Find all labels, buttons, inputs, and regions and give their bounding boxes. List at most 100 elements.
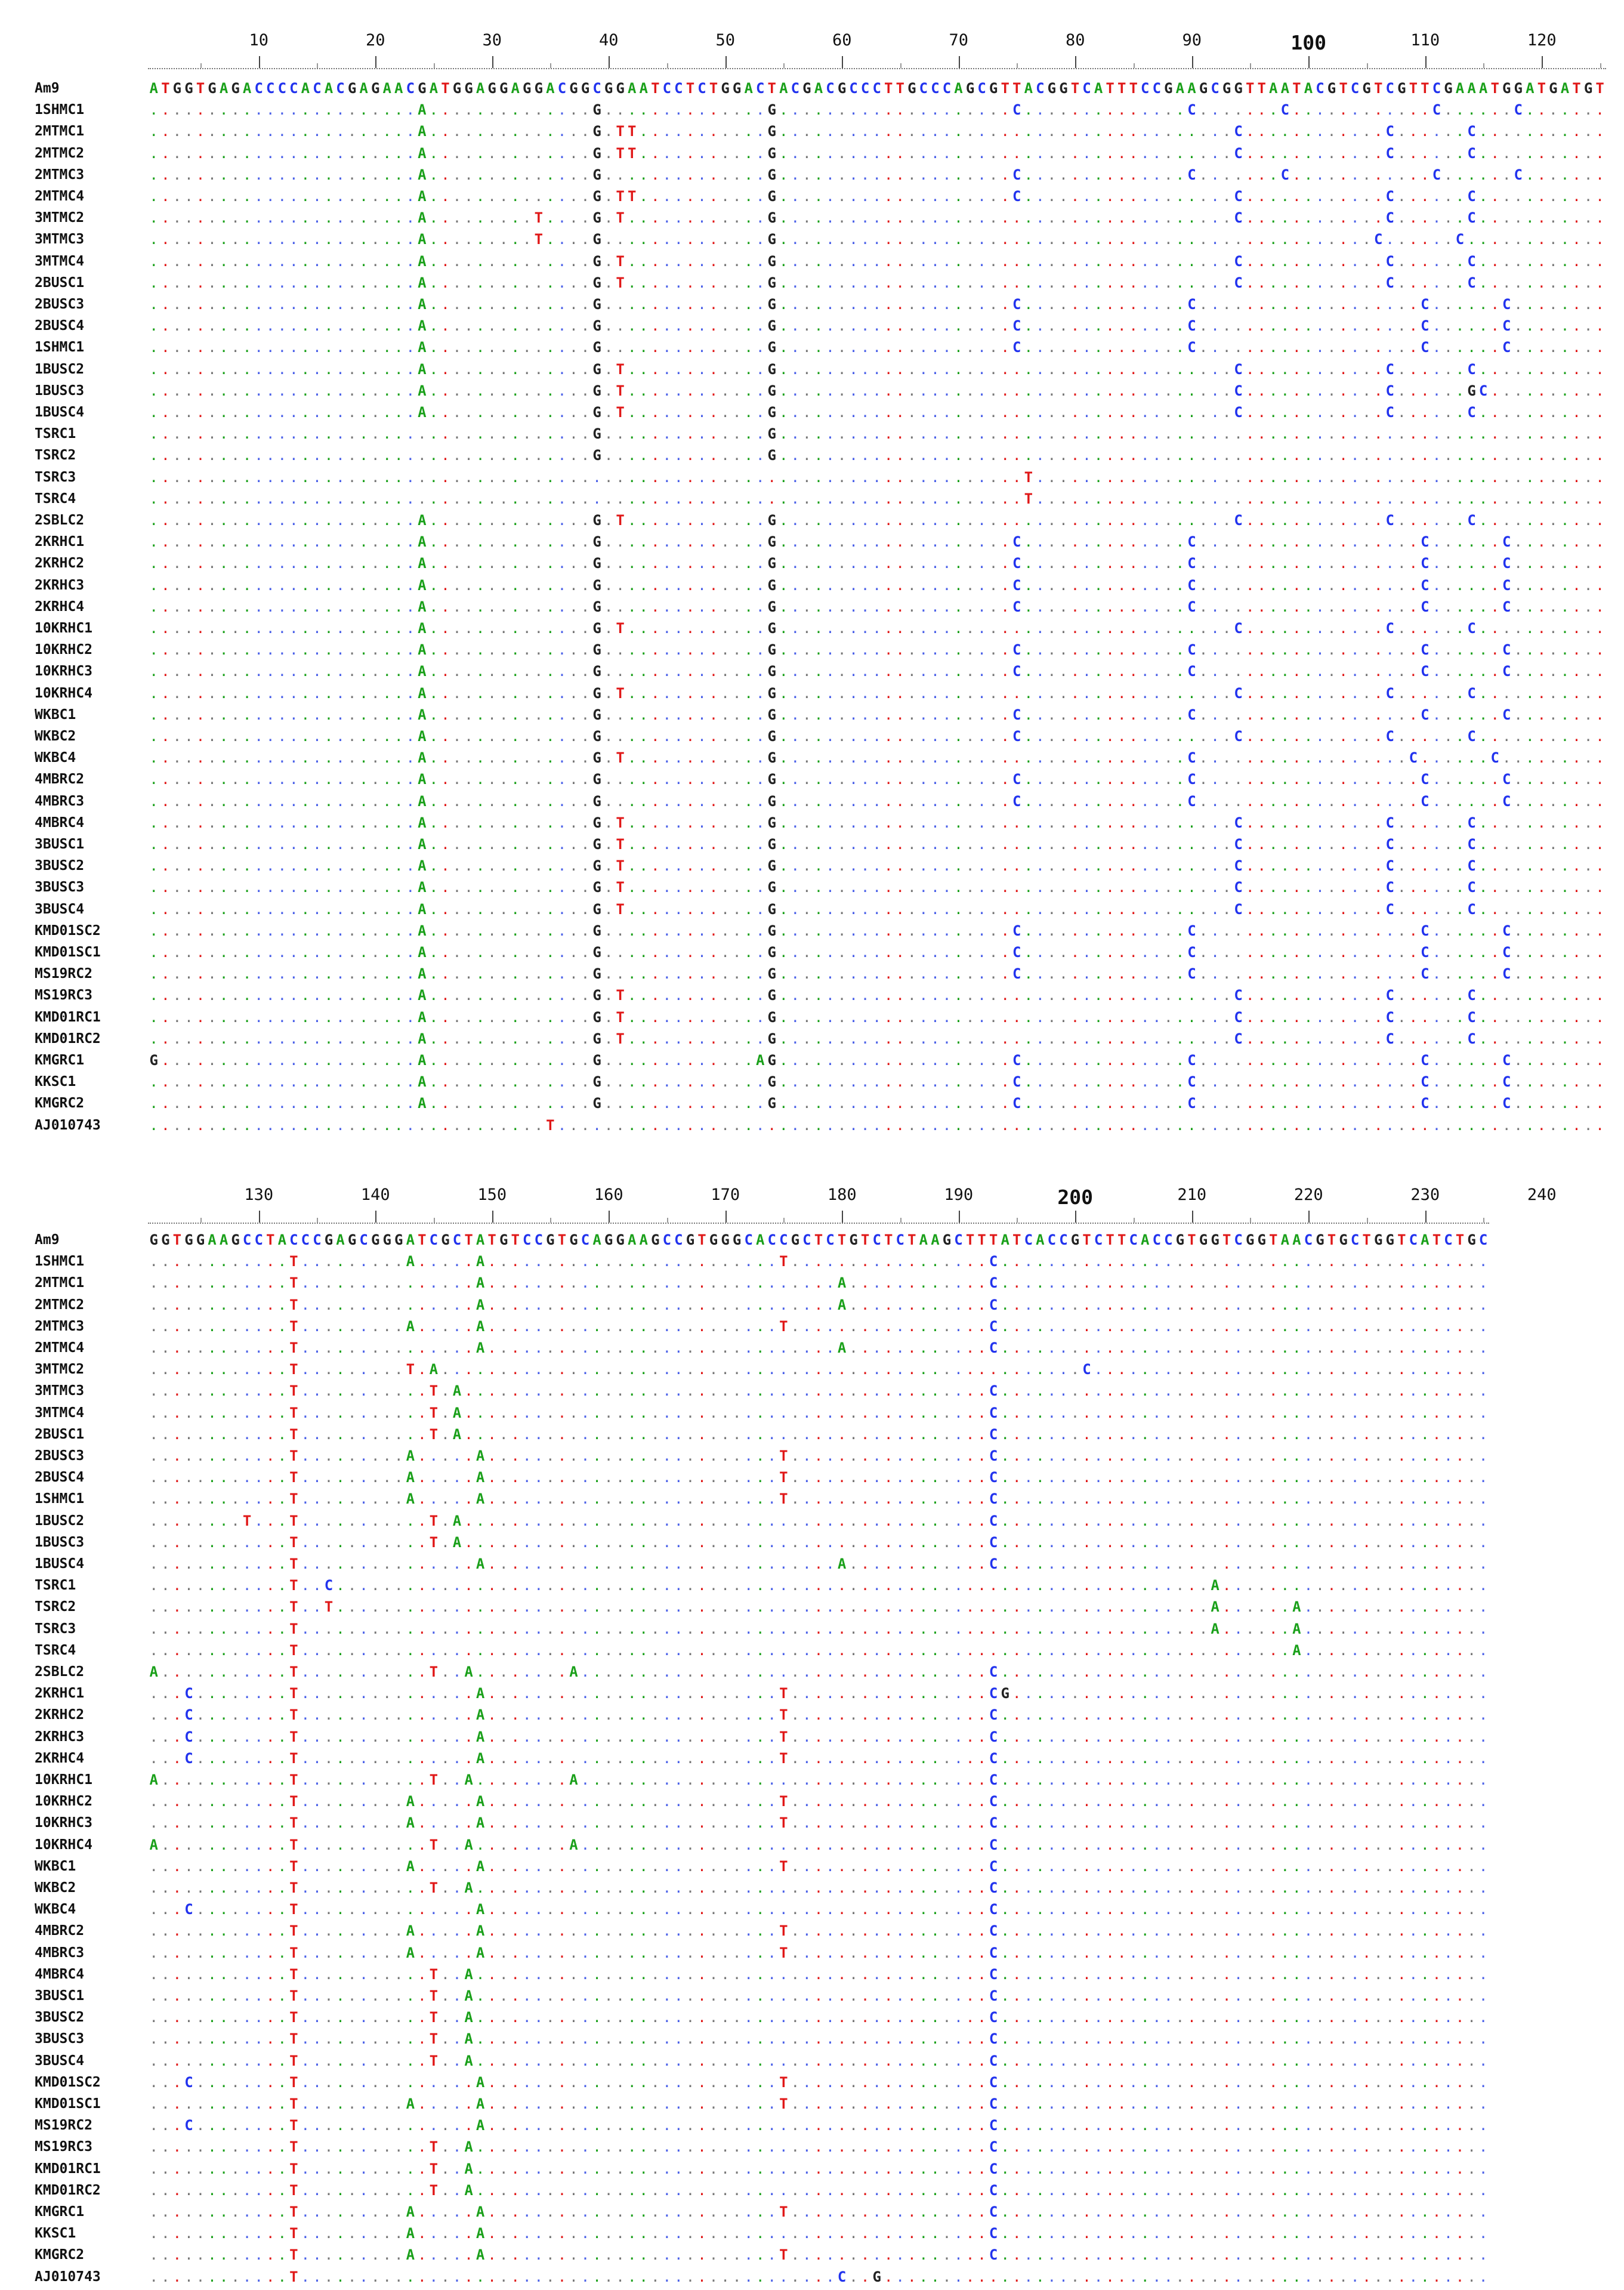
- aligned-sequence: .......................A..............G.…: [149, 987, 1604, 1004]
- ruler-label: 50: [715, 31, 735, 50]
- sequence-name: 3MTMC2: [35, 1362, 85, 1378]
- sequence-name: 3BUSC4: [35, 2053, 85, 2069]
- aligned-sequence: .......................A..............G.…: [149, 123, 1604, 140]
- aligned-sequence: ............T...........T..A............…: [149, 2052, 1488, 2069]
- ruler-tick: [1250, 1218, 1252, 1223]
- sequence-name: 1BUSC4: [35, 405, 85, 420]
- aligned-sequence: .......................A..............G.…: [149, 1008, 1604, 1026]
- sequence-name: 2BUSC1: [35, 274, 85, 291]
- aligned-sequence: ............T...........T..A............…: [149, 2030, 1488, 2048]
- ruler-label: 220: [1293, 1186, 1323, 1204]
- ruler-tick: [1542, 56, 1543, 68]
- ruler-label: 10: [249, 31, 268, 50]
- sequence-name: MS19RC3: [35, 987, 92, 1004]
- ruler-tick: [200, 1218, 202, 1223]
- ruler-tick: [1366, 1218, 1368, 1223]
- aligned-sequence: ............T...........T.A.............…: [149, 1425, 1488, 1443]
- ruler-tick: [609, 56, 610, 68]
- ruler-tick: [433, 1218, 435, 1223]
- sequence-name: 2BUSC4: [35, 318, 85, 334]
- aligned-sequence: .......................A..............G.…: [149, 641, 1604, 659]
- ruler-tick: [1483, 1218, 1485, 1223]
- sequence-name: 10KRHC3: [35, 1815, 92, 1831]
- aligned-sequence: .......................A..............G.…: [149, 900, 1604, 918]
- sequence-name: 4MBRC2: [35, 1923, 85, 1939]
- sequence-name: 3BUSC2: [35, 858, 85, 874]
- sequence-name: 2SBLC2: [35, 1664, 85, 1680]
- sequence-name: 4MBRC2: [35, 771, 85, 788]
- sequence-name: 10KRHC4: [35, 1837, 92, 1853]
- ruler-label: 110: [1410, 31, 1440, 50]
- sequence-name: 2KRHC1: [35, 1686, 85, 1702]
- ruler-label: 70: [949, 31, 968, 50]
- ruler-tick: [666, 1218, 668, 1223]
- sequence-name: WKBC1: [35, 1858, 76, 1874]
- aligned-sequence: ............T.........A.....A...........…: [149, 1490, 1488, 1508]
- aligned-sequence: .......................A..............G.…: [149, 749, 1604, 767]
- ruler-tick: [1075, 1211, 1077, 1223]
- ruler-label: 60: [832, 31, 852, 50]
- aligned-sequence: .......................A..............G.…: [149, 1030, 1604, 1047]
- aligned-sequence: .......................A..............G.…: [149, 792, 1604, 810]
- aligned-sequence: .......................A..............G.…: [149, 296, 1604, 313]
- sequence-name: 4MBRC3: [35, 793, 85, 809]
- ruler-tick: [1425, 1211, 1427, 1223]
- ruler-tick: [1483, 63, 1485, 68]
- sequence-name: KMGRC1: [35, 1053, 85, 1068]
- ruler-tick: [842, 1211, 844, 1223]
- aligned-sequence: ............T...........T..A............…: [149, 2160, 1488, 2177]
- aligned-sequence: .......................A..............G.…: [149, 598, 1604, 615]
- sequence-name: KMGRC2: [35, 1095, 85, 1112]
- sequence-name: 1BUSC4: [35, 1556, 85, 1572]
- aligned-sequence: .......................A..............G.…: [149, 922, 1604, 939]
- sequence-name: KMD01RC2: [35, 1030, 101, 1047]
- ruler-label: 210: [1177, 1186, 1207, 1204]
- sequence-name: 2KRHC2: [35, 555, 85, 572]
- sequence-name: TSRC4: [35, 490, 76, 507]
- sequence-name: 3MTMC3: [35, 232, 85, 248]
- aligned-sequence: ............T...........T..A............…: [149, 1987, 1488, 2004]
- aligned-sequence: ............T.........T.A...............…: [149, 1361, 1488, 1378]
- ruler-tick: [317, 1218, 319, 1223]
- aligned-sequence: .......................A..............G.…: [149, 166, 1604, 183]
- sequence-name: 2MTMC1: [35, 124, 85, 140]
- sequence-name: 10KRHC3: [35, 663, 92, 680]
- ruler-label: 40: [598, 31, 619, 50]
- sequence-name: 2BUSC1: [35, 1426, 85, 1442]
- sequence-name: AJ010743: [35, 2269, 101, 2285]
- aligned-sequence: .......................A..............G.…: [149, 360, 1604, 378]
- aligned-sequence: ............T.........A.....A...........…: [149, 1448, 1488, 1464]
- ruler-label: 140: [360, 1186, 390, 1204]
- sequence-name: MS19RC2: [35, 966, 92, 982]
- sequence-name: TSRC4: [35, 1642, 76, 1658]
- aligned-sequence: ...C........T...............A...........…: [149, 1728, 1488, 1745]
- ruler-tick: [783, 1218, 785, 1223]
- ruler-label: 100: [1290, 31, 1327, 54]
- sequence-name: 10KRHC2: [35, 1794, 92, 1810]
- ruler-ticks: [148, 1209, 1490, 1224]
- aligned-sequence: ...C........T...............A...........…: [149, 2073, 1488, 2091]
- ruler-label: 230: [1410, 1186, 1440, 1204]
- sequence-name: 2MTMC2: [35, 145, 85, 161]
- aligned-sequence: ............T...........T.A.............…: [149, 1404, 1488, 1421]
- aligned-sequence: A...........T...........T..A........A...…: [149, 1771, 1488, 1788]
- sequence-name: 1BUSC2: [35, 1513, 85, 1529]
- ruler-tick: [1191, 1211, 1193, 1223]
- sequence-name: 2KRHC1: [35, 534, 85, 550]
- sequence-name: 1SHMC1: [35, 1254, 85, 1270]
- aligned-sequence: .......................A..............G.…: [149, 512, 1604, 529]
- sequence-name: 3BUSC1: [35, 1988, 85, 2004]
- ruler-tick: [609, 1211, 610, 1223]
- ruler-tick: [200, 63, 202, 68]
- aligned-sequence: .......................A..............G.…: [149, 382, 1604, 399]
- ruler-tick: [1133, 63, 1135, 68]
- ruler-tick: [1191, 56, 1193, 68]
- aligned-sequence: .......................A..............G.…: [149, 555, 1604, 572]
- ruler-label: 240: [1527, 1186, 1557, 1204]
- sequence-name: 3MTMC4: [35, 1405, 85, 1421]
- aligned-sequence: .......................A..............G.…: [149, 836, 1604, 853]
- ruler-tick: [375, 1211, 377, 1223]
- aligned-sequence: .......................A..............G.…: [149, 144, 1604, 162]
